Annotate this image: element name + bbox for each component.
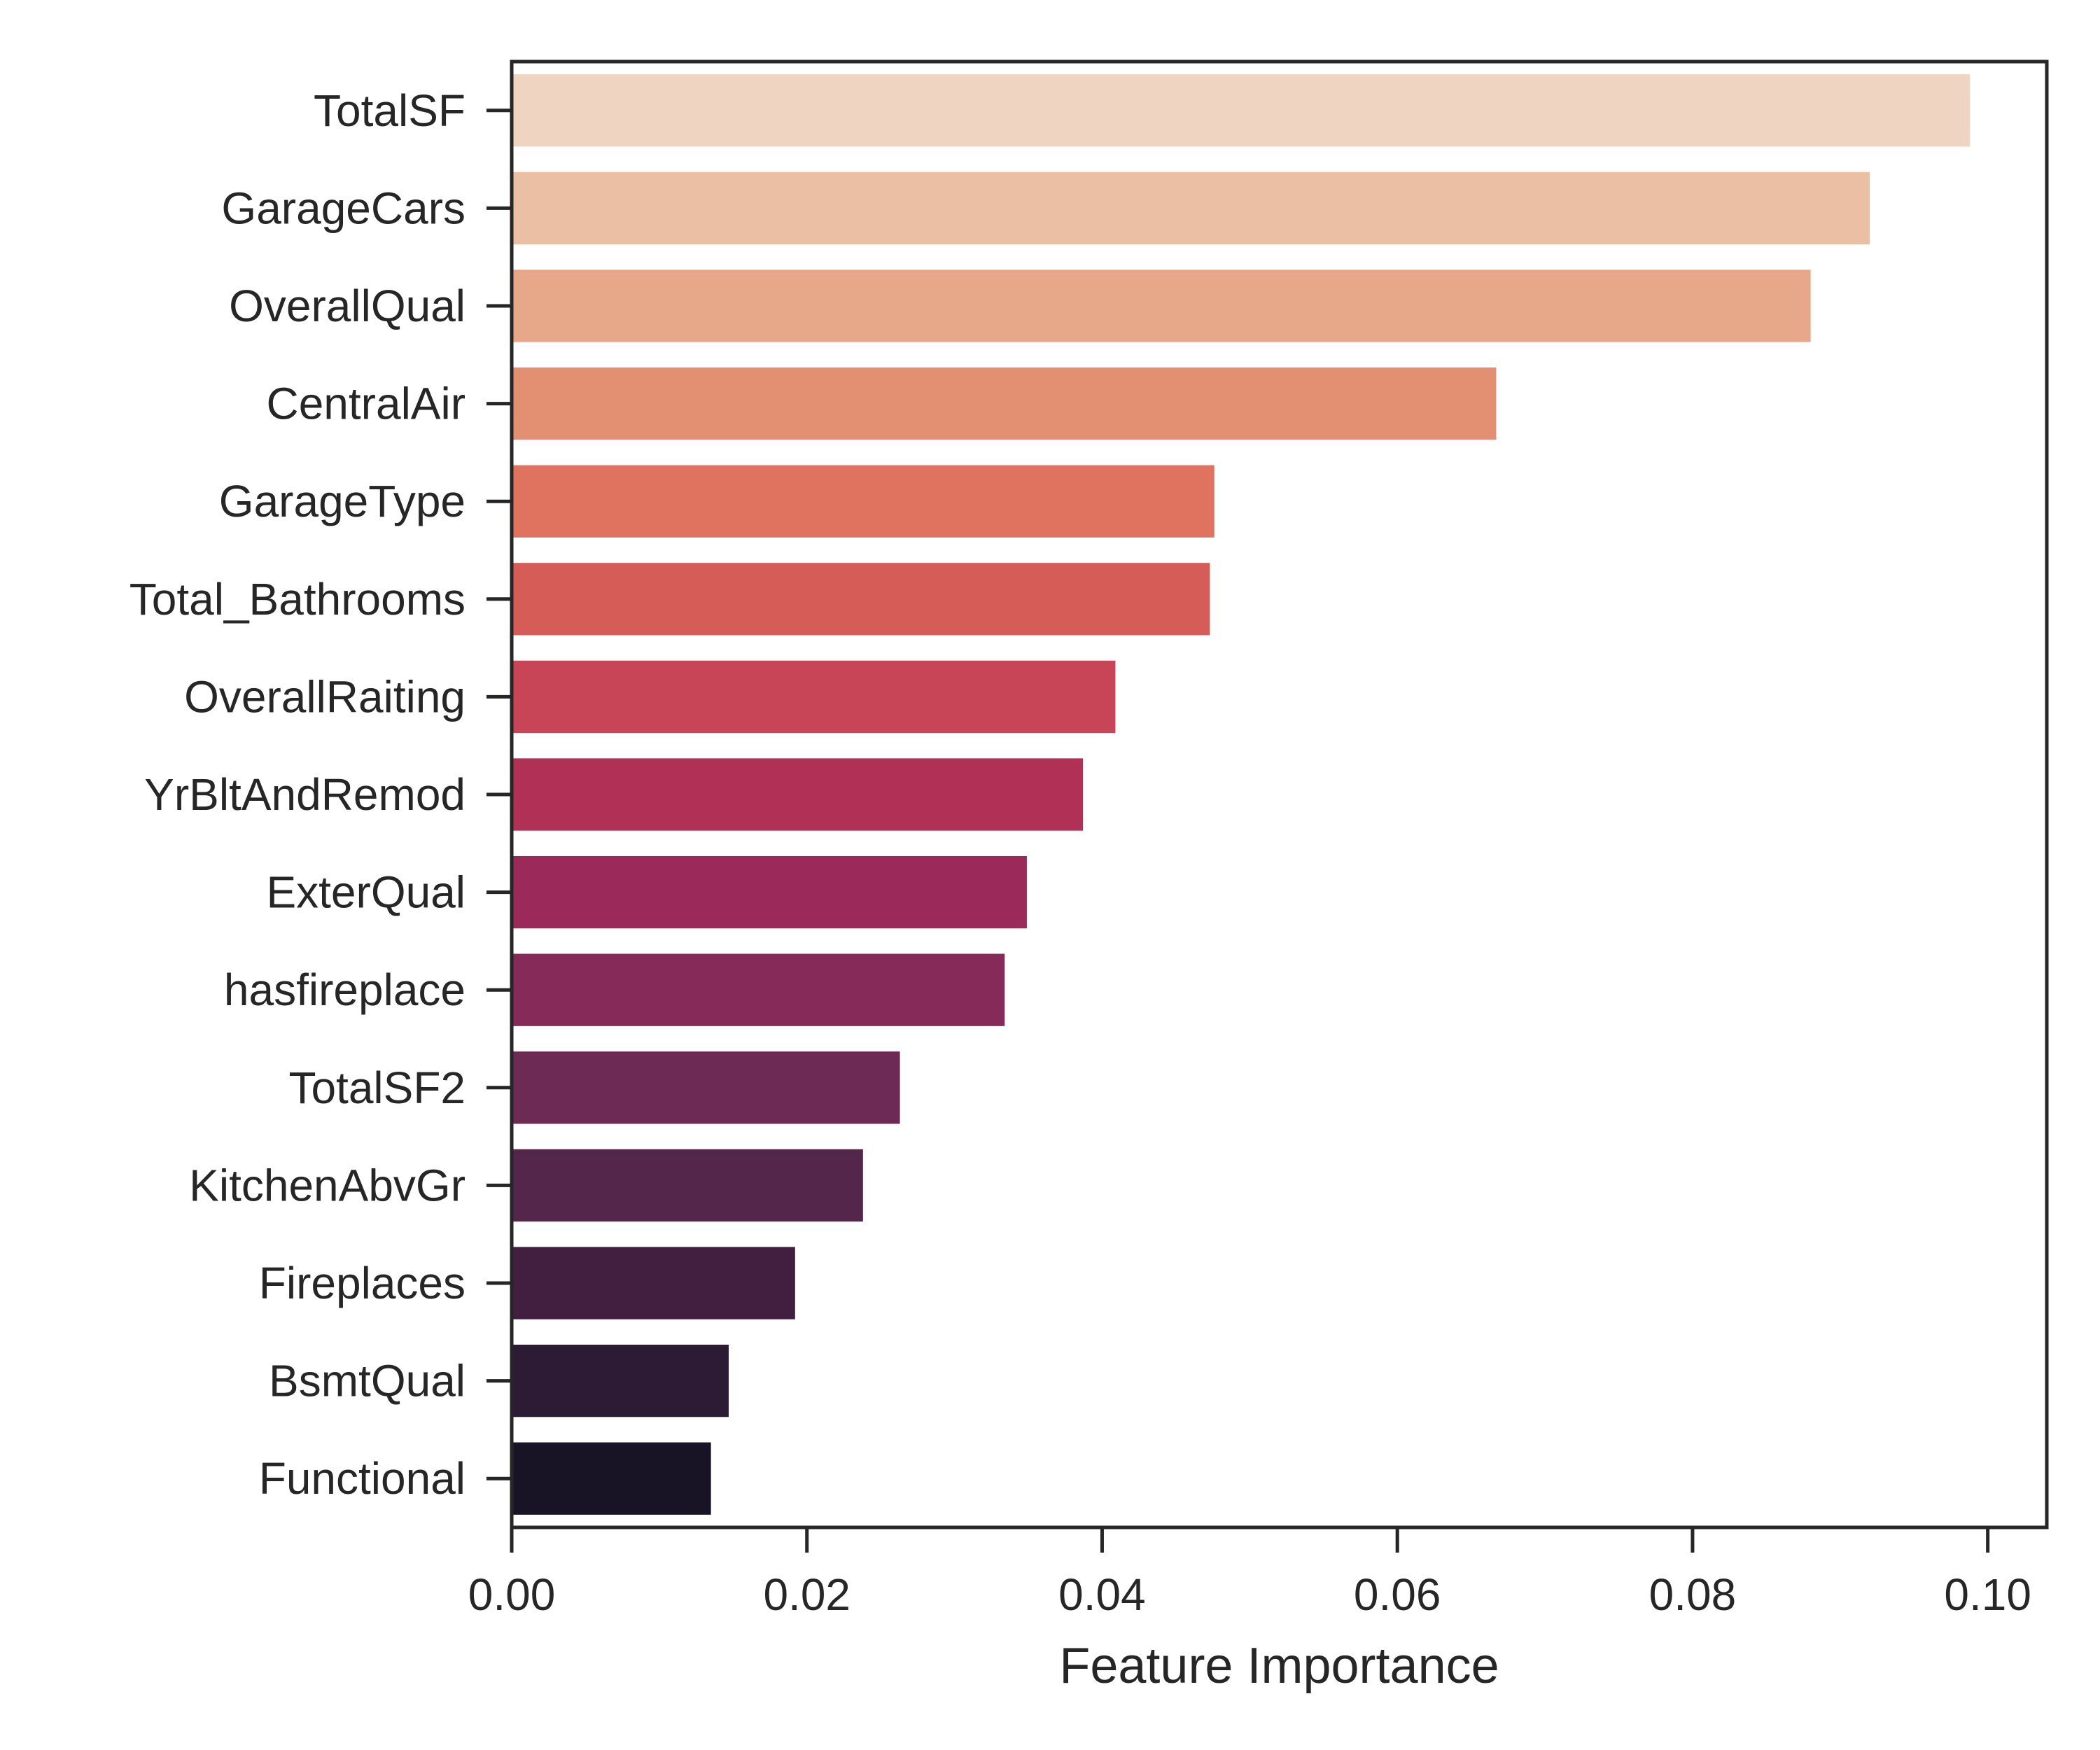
y-tick-label: KitchenAbvGr — [189, 1160, 465, 1210]
y-tick-label: Total_Bathrooms — [130, 574, 465, 624]
bar-Total_Bathrooms — [512, 563, 1210, 636]
bar-KitchenAbvGr — [512, 1149, 863, 1222]
plot-frame — [510, 59, 2049, 1530]
y-axis-ticks: TotalSF GarageCars OverallQual CentralAir Ga… — [130, 85, 512, 1504]
y-tick-label: BsmtQual — [269, 1356, 465, 1406]
x-tick-label: 0.00 — [468, 1569, 556, 1620]
bars-group — [512, 74, 1970, 1515]
y-tick-label: OverallQual — [229, 281, 465, 331]
y-tick-label: TotalSF — [314, 85, 465, 136]
y-tick-label: hasfireplace — [224, 965, 465, 1015]
x-tick-label: 0.10 — [1944, 1569, 2031, 1620]
x-tick-label: 0.06 — [1354, 1569, 1441, 1620]
y-tick-label: ExterQual — [266, 867, 465, 918]
bar-Functional — [512, 1442, 711, 1515]
y-tick-label: OverallRaiting — [184, 671, 465, 722]
x-tick-label: 0.02 — [763, 1569, 850, 1620]
y-tick-label: GarageCars — [221, 183, 465, 233]
bar-ExterQual — [512, 855, 1027, 929]
bar-CentralAir — [512, 367, 1497, 440]
y-tick-label: Fireplaces — [259, 1258, 465, 1308]
bar-OverallRaiting — [512, 660, 1116, 734]
x-axis-ticks: 0.00 0.02 0.04 0.06 0.08 0.10 — [468, 1527, 2031, 1620]
bar-TotalSF2 — [512, 1051, 900, 1124]
bar-TotalSF — [512, 74, 1970, 147]
bar-OverallQual — [512, 270, 1811, 342]
y-tick-label: YrBltAndRemod — [144, 769, 465, 820]
bar-Fireplaces — [512, 1247, 795, 1320]
x-tick-label: 0.04 — [1058, 1569, 1146, 1620]
bar-GarageType — [512, 465, 1214, 538]
y-tick-label: Functional — [259, 1453, 465, 1504]
bar-YrBltAndRemod — [512, 758, 1084, 831]
bar-GarageCars — [512, 172, 1870, 245]
x-tick-label: 0.08 — [1649, 1569, 1737, 1620]
y-tick-label: GarageType — [219, 476, 465, 526]
y-tick-label: TotalSF2 — [288, 1063, 465, 1113]
y-tick-label: CentralAir — [266, 379, 465, 429]
bar-hasfireplace — [512, 953, 1005, 1026]
x-axis-label: Feature Importance — [1059, 1638, 1499, 1694]
bar-BsmtQual — [512, 1344, 729, 1418]
